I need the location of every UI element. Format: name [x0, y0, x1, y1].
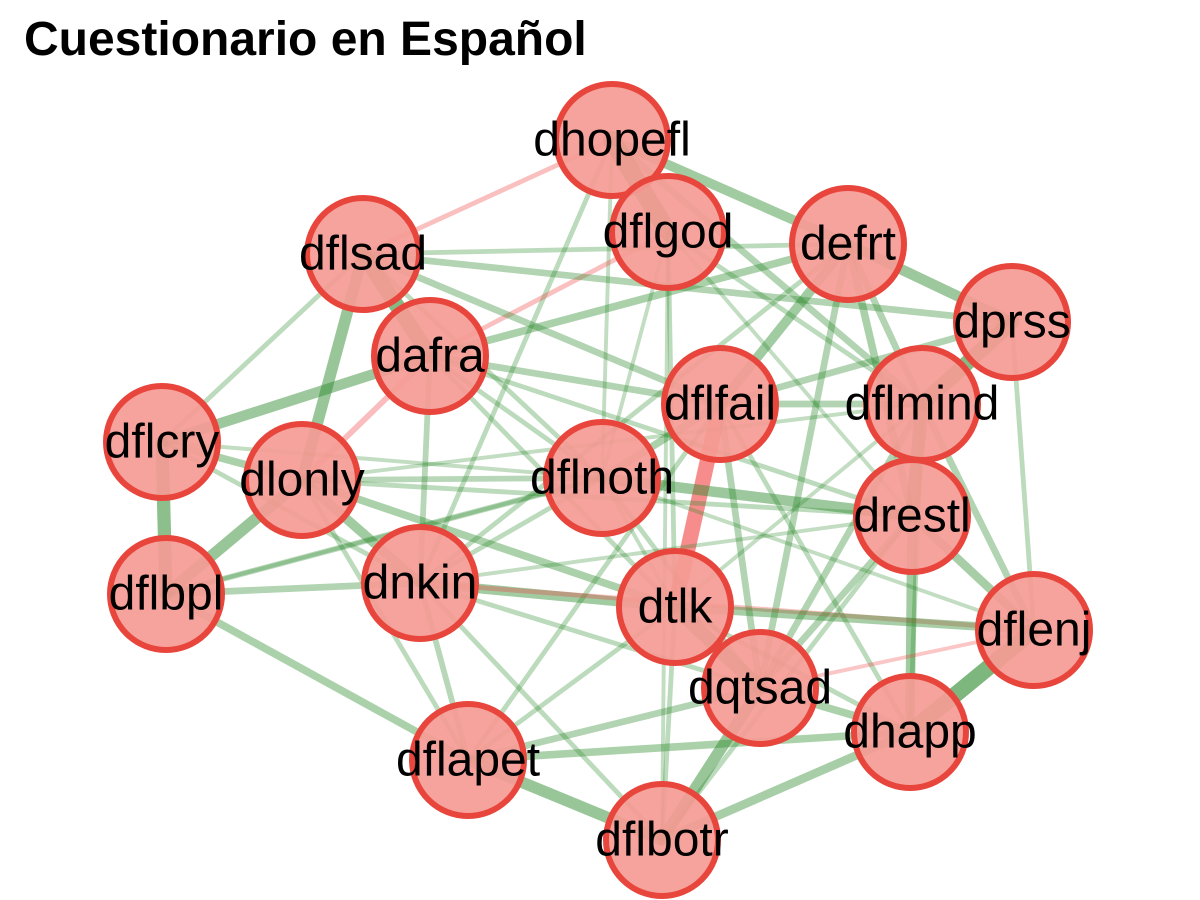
page-title: Cuestionario en Español	[24, 13, 587, 66]
node-circle-dhopefl	[553, 81, 671, 199]
node-circle-dflapet	[409, 701, 527, 819]
node-dflenj: dflenj	[975, 571, 1093, 689]
edge-defrt-dqtsad	[756, 240, 852, 692]
edge-dflnoth-dflbpl	[163, 475, 605, 597]
node-label-dflenj: dflenj	[977, 604, 1092, 657]
edge-dflfail-dflapet	[465, 401, 723, 763]
node-dflnoth: dflnoth	[530, 419, 674, 537]
node-label-dqtsad: dqtsad	[688, 662, 832, 715]
node-dhapp: dhapp	[843, 673, 977, 791]
node-label-dnkin: dnkin	[363, 557, 478, 610]
node-label-dflcry: dflcry	[105, 416, 220, 469]
edge-dlonly-dtlk	[298, 476, 679, 611]
node-circle-dflbpl	[107, 535, 225, 653]
node-label-dflsad: dflsad	[299, 228, 427, 281]
node-circle-dflsad	[304, 195, 422, 313]
node-circle-dhapp	[851, 673, 969, 791]
node-dflgod: dflgod	[603, 173, 734, 291]
node-circle-dprss	[953, 263, 1071, 381]
node-label-dhopefl: dhopefl	[533, 114, 690, 167]
edge-dnkin-dqtsad	[417, 580, 763, 691]
node-circle-dlonly	[243, 421, 361, 539]
node-circle-dflgod	[609, 173, 727, 291]
node-dflbotr: dflbotr	[595, 781, 729, 899]
edge-dflfail-dhapp	[717, 401, 913, 735]
node-dprss: dprss	[953, 263, 1071, 381]
node-label-dflgod: dflgod	[603, 206, 734, 259]
node-dflsad: dflsad	[299, 195, 427, 313]
node-label-dafra: dafra	[375, 330, 485, 383]
node-label-drestl: drestl	[853, 490, 970, 543]
node-label-dflfail: dflfail	[664, 378, 776, 431]
edge-dflgod-drestl	[666, 230, 914, 518]
node-circle-dafra	[371, 297, 489, 415]
node-circle-dflnoth	[543, 419, 661, 537]
node-dtlk: dtlk	[616, 548, 734, 666]
edge-dflnoth-dflenj	[600, 476, 1036, 632]
node-layer: dhopefl dflgod defrt dflsad dprss dafra dflfai…	[103, 81, 1093, 899]
node-label-dprss: dprss	[953, 296, 1070, 349]
node-circle-dflfail	[661, 345, 779, 463]
edge-dflcry-dflnoth	[160, 440, 604, 480]
edge-dhopefl-dnkin	[417, 137, 615, 586]
edge-dtlk-dflenj	[670, 602, 1039, 635]
edge-defrt-dflsad	[360, 241, 851, 257]
node-dlonly: dlonly	[239, 421, 365, 539]
node-label-dflmind: dflmind	[845, 378, 1000, 431]
node-label-dflbpl: dflbpl	[109, 568, 224, 621]
edge-dflbpl-dflnoth	[164, 476, 604, 596]
edge-defrt-dnkin	[417, 241, 851, 586]
node-drestl: drestl	[853, 457, 971, 575]
node-circle-dnkin	[361, 524, 479, 642]
node-dnkin: dnkin	[361, 524, 479, 642]
edge-dhapp-dflapet	[464, 728, 914, 764]
node-dafra: dafra	[371, 297, 489, 415]
node-circle-dtlk	[616, 548, 734, 666]
node-dflfail: dflfail	[661, 345, 779, 463]
edge-defrt-dafra	[426, 240, 852, 360]
node-label-dflapet: dflapet	[396, 734, 540, 787]
node-label-dhapp: dhapp	[843, 706, 976, 759]
node-circle-dflbotr	[603, 781, 721, 899]
node-circle-dqtsad	[701, 629, 819, 747]
edge-dflgod-dflbotr	[660, 230, 670, 842]
node-circle-drestl	[853, 457, 971, 575]
edge-dflsad-dflfail	[359, 250, 724, 408]
node-circle-dflenj	[975, 571, 1093, 689]
node-circle-defrt	[789, 185, 907, 303]
node-label-dtlk: dtlk	[638, 581, 714, 634]
node-dflapet: dflapet	[396, 701, 540, 819]
node-dhopefl: dhopefl	[533, 81, 691, 199]
node-label-dflnoth: dflnoth	[530, 452, 674, 505]
node-label-dlonly: dlonly	[239, 454, 364, 507]
node-dflcry: dflcry	[103, 383, 221, 501]
node-defrt: defrt	[789, 185, 907, 303]
node-label-dflbotr: dflbotr	[595, 814, 728, 867]
edge-dflsad-dprss	[359, 250, 1016, 326]
node-dflbpl: dflbpl	[107, 535, 225, 653]
node-circle-dflcry	[103, 383, 221, 501]
node-dqtsad: dqtsad	[688, 629, 832, 747]
node-label-defrt: defrt	[800, 218, 896, 271]
